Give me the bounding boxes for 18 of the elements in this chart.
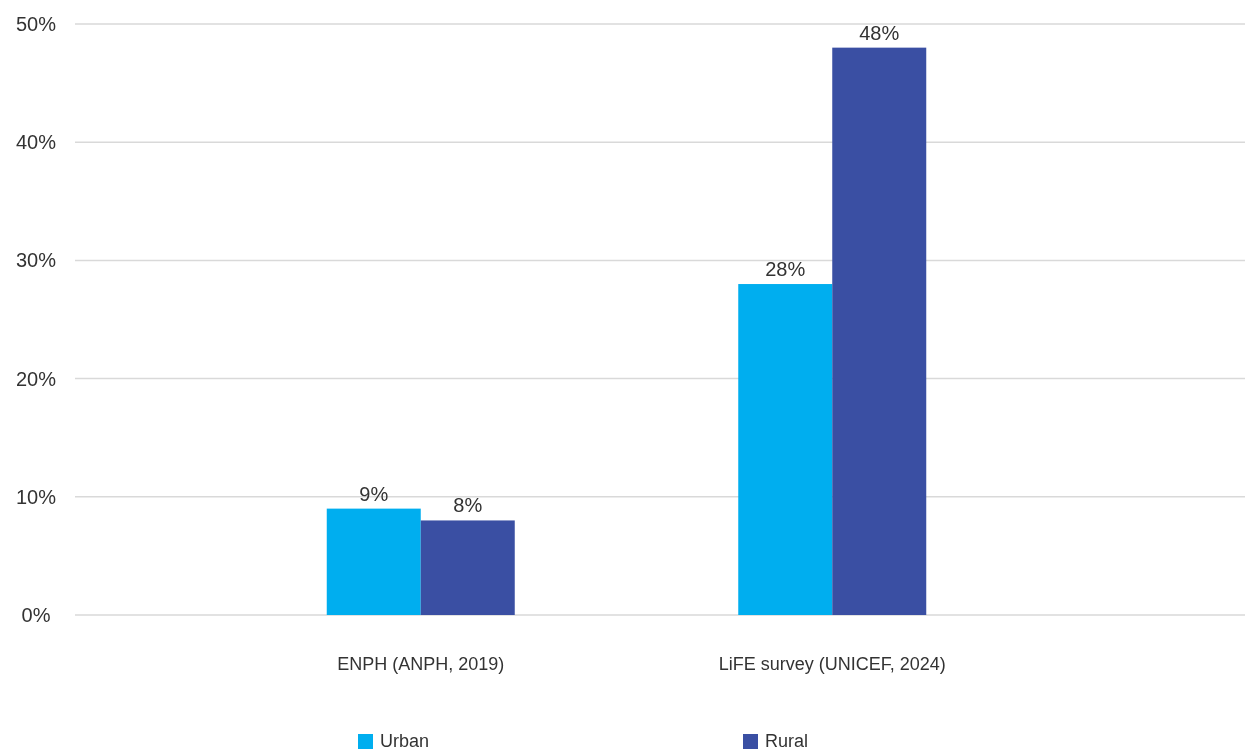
y-tick-label: 30% (15, 249, 57, 272)
bar (420, 520, 515, 615)
data-label: 48% (859, 21, 900, 44)
x-tick-label: ENPH (ANPH, 2019) (337, 654, 505, 674)
y-tick-label: 40% (15, 131, 57, 154)
x-tick-label: LiFE survey (UNICEF, 2024) (718, 654, 946, 674)
y-tick-label: 20% (15, 367, 57, 390)
y-tick-label: 50% (15, 13, 57, 35)
legend-label: Rural (765, 731, 809, 749)
data-label: 9% (359, 482, 389, 505)
data-label: 28% (765, 258, 806, 281)
legend-label: Urban (380, 731, 430, 749)
bar (326, 508, 421, 615)
bar (832, 47, 927, 615)
y-tick-label: 10% (15, 485, 57, 508)
bar (738, 284, 833, 615)
y-tick-label: 0% (21, 604, 51, 626)
data-label: 8% (453, 494, 483, 517)
